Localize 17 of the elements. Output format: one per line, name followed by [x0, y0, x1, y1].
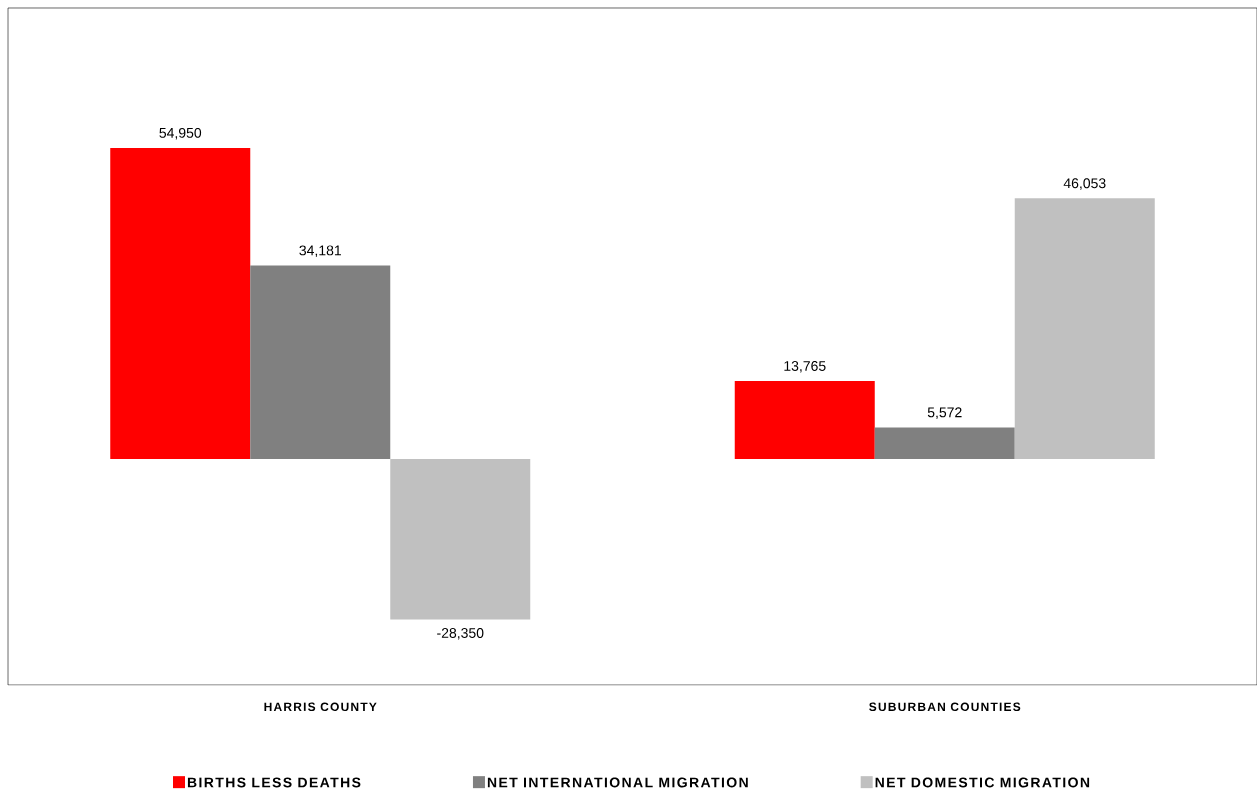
legend-label: NET INTERNATIONAL MIGRATION: [487, 777, 748, 788]
data-label: 54,950: [159, 127, 202, 140]
bar: [734, 381, 875, 460]
legend-label: NET DOMESTIC MIGRATION: [875, 777, 1090, 788]
bar: [250, 265, 391, 460]
legend-label: BIRTHS LESS DEATHS: [187, 777, 361, 788]
x-tick-label: SUBURBAN COUNTIES: [869, 702, 1021, 712]
x-tick-label: HARRIS COUNTY: [264, 702, 377, 712]
bar: [390, 459, 531, 620]
bar: [1014, 198, 1155, 460]
bar: [110, 148, 251, 460]
data-label: 34,181: [299, 245, 341, 258]
bar: [874, 427, 1015, 460]
data-label: -28,350: [437, 627, 484, 640]
data-label: 13,765: [784, 360, 826, 373]
data-label: 46,053: [1063, 178, 1106, 190]
data-label: 5,572: [927, 407, 962, 419]
